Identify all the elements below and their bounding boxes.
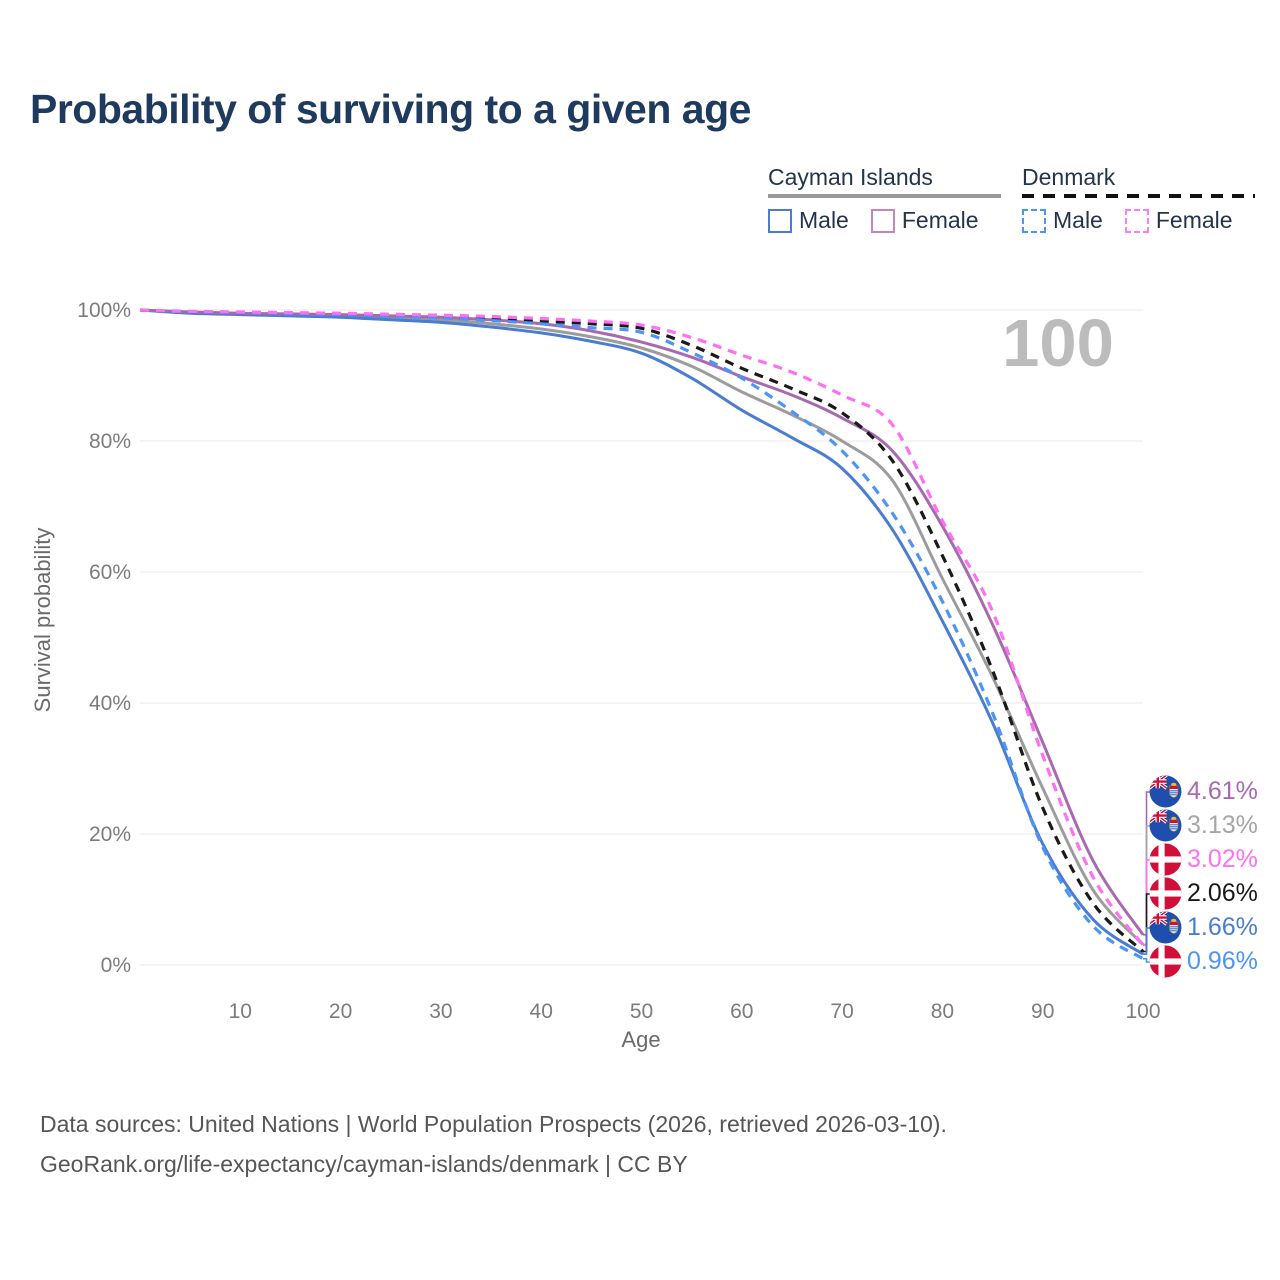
x-tick-label: 40 — [530, 1000, 553, 1023]
legend-group-title: Denmark — [1022, 164, 1116, 190]
y-tick-label: 60% — [89, 561, 131, 584]
page-title: Probability of surviving to a given age — [30, 86, 751, 132]
y-tick-label: 100% — [77, 299, 131, 322]
x-tick-label: 50 — [630, 1000, 653, 1023]
leader-line — [1143, 893, 1151, 953]
legend-item-label: Female — [901, 207, 979, 233]
y-axis-title: Survival probability — [30, 528, 55, 713]
series-line-denmark[interactable] — [139, 308, 1145, 953]
hovered-age-watermark: 100 — [1002, 306, 1114, 381]
axis-ticks: 10 20 30 40 50 60 70 80 90 100 100% 80% 60% 40% 20% 0% — [77, 299, 1160, 1023]
y-tick-label: 0% — [101, 954, 131, 977]
legend-item-label: Female — [1155, 207, 1233, 233]
legend-swatch-cayman-female — [870, 208, 895, 233]
legend-group-denmark: Denmark Male Female — [1022, 164, 1255, 234]
legend-swatch-cayman-male — [768, 208, 792, 233]
legend-item-denmark-female[interactable]: Female — [1124, 207, 1233, 234]
data-sources-line: Data sources: United Nations | World Pop… — [40, 1111, 947, 1137]
series-line-cayman-islands-male[interactable] — [139, 308, 1144, 956]
x-axis-title: Age — [621, 1027, 660, 1052]
x-tick-label: 30 — [429, 1000, 452, 1023]
x-tick-label: 10 — [229, 1000, 252, 1023]
legend-item-cayman-male[interactable]: Male — [768, 207, 849, 234]
leader-line — [1143, 957, 1151, 963]
legend-swatch-denmark-female — [1124, 208, 1149, 233]
y-tick-label: 40% — [89, 692, 131, 715]
series-line-denmark-male[interactable] — [139, 308, 1144, 961]
attribution-line: GeoRank.org/life-expectancy/cayman-islan… — [40, 1151, 688, 1177]
legend-item-cayman-female[interactable]: Female — [870, 207, 979, 234]
x-tick-label: 80 — [931, 1000, 954, 1023]
leader-line — [1143, 927, 1151, 955]
x-tick-label: 20 — [329, 1000, 352, 1023]
legend-group-cayman-islands: Cayman Islands Male Female — [768, 164, 1001, 234]
series-line-denmark-female[interactable] — [139, 308, 1145, 947]
legend-item-label: Male — [1053, 207, 1103, 233]
legend-line-sample-dashed — [1022, 194, 1255, 198]
legend-item-label: Male — [799, 207, 849, 233]
end-label-leader-lines — [1143, 791, 1151, 963]
legend-group-title: Cayman Islands — [768, 164, 933, 190]
legend-item-denmark-male[interactable]: Male — [1022, 207, 1103, 234]
x-tick-label: 60 — [730, 1000, 753, 1023]
legend-line-sample-solid — [768, 194, 1001, 198]
footer: Data sources: United Nations | World Pop… — [40, 1104, 947, 1184]
y-tick-label: 20% — [89, 823, 131, 846]
x-tick-label: 70 — [830, 1000, 853, 1023]
legend-swatch-denmark-male — [1022, 208, 1046, 233]
series-line-cayman-islands-female[interactable] — [139, 308, 1145, 936]
x-tick-label: 90 — [1031, 1000, 1054, 1023]
series-curves — [139, 308, 1145, 961]
x-tick-label: 100 — [1125, 1000, 1160, 1023]
y-tick-label: 80% — [89, 430, 131, 453]
gridlines — [140, 309, 1143, 966]
